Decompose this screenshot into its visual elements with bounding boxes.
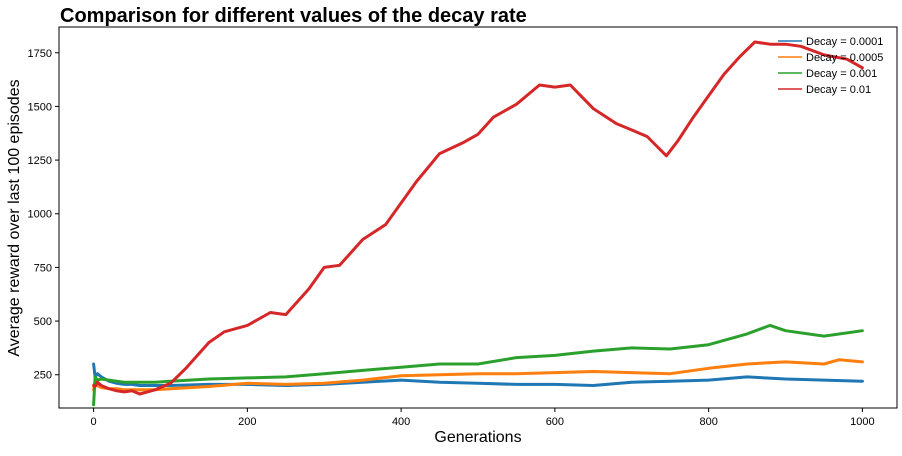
y-axis: 250 500 750 1000 1250 1500 1750 — [28, 48, 59, 382]
series-layer — [92, 40, 864, 407]
x-tick-label: 200 — [238, 416, 256, 428]
series-line-3 — [92, 40, 864, 396]
y-tick-label: 1000 — [28, 209, 52, 221]
y-tick-label: 250 — [34, 370, 52, 382]
chart-title: Comparison for different values of the d… — [60, 5, 527, 27]
plot-area — [58, 26, 898, 409]
legend-label: Decay = 0.0005 — [806, 52, 883, 64]
legend-label: Decay = 0.001 — [806, 68, 877, 80]
x-tick-label: 400 — [392, 416, 410, 428]
y-axis-label: Average reward over last 100 episodes — [6, 79, 23, 356]
series-line-2 — [92, 323, 864, 407]
x-tick-label: 800 — [699, 416, 717, 428]
y-tick-label: 1250 — [28, 155, 52, 167]
x-tick-label: 600 — [546, 416, 564, 428]
y-tick-label: 1500 — [28, 101, 52, 113]
legend-label: Decay = 0.01 — [806, 84, 871, 96]
y-tick-label: 1750 — [28, 48, 52, 60]
x-axis-label: Generations — [434, 429, 521, 446]
series-line-1 — [92, 358, 864, 392]
x-tick-label: 1000 — [850, 416, 874, 428]
legend: Decay = 0.0001 Decay = 0.0005 Decay = 0.00… — [778, 36, 883, 96]
x-axis: 0 200 400 600 800 1000 — [91, 408, 875, 428]
y-tick-label: 500 — [34, 316, 52, 328]
x-tick-label: 0 — [91, 416, 97, 428]
y-tick-label: 750 — [34, 262, 52, 274]
legend-label: Decay = 0.0001 — [806, 36, 883, 48]
